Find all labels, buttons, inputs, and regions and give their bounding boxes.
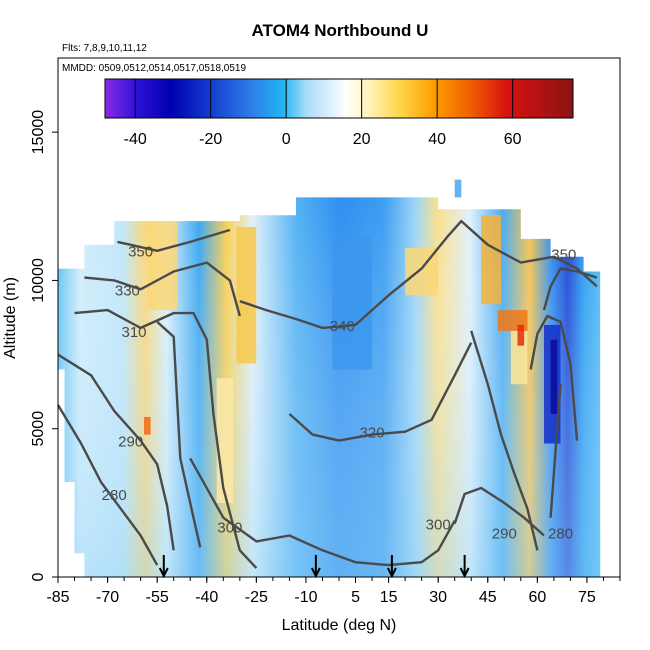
wind-patch bbox=[144, 416, 151, 435]
x-tick-label: -10 bbox=[294, 589, 317, 606]
contour-line bbox=[453, 486, 545, 537]
heatmap-field bbox=[58, 179, 601, 577]
contour-label: 350 bbox=[551, 247, 576, 264]
contour-lines bbox=[56, 219, 598, 569]
contour-labels: 350 330 310 340 320 290 280 300 300 290 280 350 bbox=[102, 244, 577, 543]
wind-patch bbox=[481, 215, 501, 305]
contour-line bbox=[288, 342, 473, 442]
colorbar bbox=[104, 78, 574, 119]
wind-patch bbox=[147, 221, 178, 311]
x-axis-label: Latitude (deg N) bbox=[282, 617, 397, 634]
x-tick-label: 60 bbox=[528, 589, 546, 606]
colorbar-tick-label: 60 bbox=[504, 131, 522, 148]
x-tick-label: -70 bbox=[96, 589, 119, 606]
x-tick-label: 30 bbox=[429, 589, 447, 606]
x-tick-label: 5 bbox=[351, 589, 360, 606]
arrow-head bbox=[310, 567, 321, 579]
wind-patch bbox=[236, 227, 257, 364]
contour-label: 290 bbox=[492, 525, 517, 542]
contour-line bbox=[56, 404, 159, 566]
contour-line bbox=[470, 330, 539, 551]
colorbar-tick-label: -40 bbox=[124, 131, 147, 148]
contour-line bbox=[189, 457, 456, 567]
x-tick-label: -25 bbox=[245, 589, 268, 606]
contour-line bbox=[156, 321, 202, 548]
wind-field-shade bbox=[58, 197, 601, 577]
contour-label: 300 bbox=[217, 520, 242, 537]
x-tick-label: -40 bbox=[195, 589, 218, 606]
wind-patch bbox=[517, 324, 525, 346]
wind-patch bbox=[454, 179, 462, 198]
contour-line bbox=[117, 228, 231, 252]
contour-line bbox=[549, 384, 562, 518]
contour-line bbox=[529, 314, 579, 441]
profile-marker-arrow bbox=[158, 555, 169, 579]
contour-label: 330 bbox=[115, 282, 140, 299]
contour-label: 340 bbox=[330, 318, 355, 335]
chart-title: ATOM4 Northbound U bbox=[252, 21, 429, 40]
contour-label: 290 bbox=[118, 434, 143, 451]
contour-label: 280 bbox=[102, 487, 127, 504]
contour-label: 320 bbox=[360, 425, 385, 442]
arrow-head bbox=[386, 567, 397, 579]
arrow-head bbox=[158, 567, 169, 579]
x-tick-label: 15 bbox=[380, 589, 398, 606]
dates-label: MMDD: 0509,0512,0514,0517,0518,0519 bbox=[62, 63, 246, 74]
arrow-head bbox=[459, 567, 470, 579]
contour-line bbox=[57, 353, 175, 551]
contour-line bbox=[239, 219, 598, 330]
colorbar-tick-label: 0 bbox=[282, 131, 291, 148]
wind-patch bbox=[332, 235, 373, 370]
profile-marker-arrow bbox=[459, 555, 470, 579]
colorbar-tick-label: -20 bbox=[199, 131, 222, 148]
contour-label: 310 bbox=[121, 324, 146, 341]
profile-marker-arrow bbox=[310, 555, 321, 579]
profile-marker-arrow bbox=[386, 555, 397, 579]
x-tick-label: -85 bbox=[46, 589, 69, 606]
y-axis-label: Altitude (m) bbox=[2, 277, 19, 359]
profile-markers bbox=[158, 555, 470, 579]
x-tick-label: -55 bbox=[146, 589, 169, 606]
y-axis: 0 5000 10000 15000 bbox=[30, 110, 58, 581]
contour-label: 350 bbox=[128, 244, 153, 261]
y-tick-label: 5000 bbox=[30, 411, 47, 447]
wind-patch bbox=[216, 378, 234, 503]
y-tick-label: 10000 bbox=[30, 258, 47, 303]
y-tick-label: 15000 bbox=[30, 110, 47, 155]
colorbar-tick-label: 40 bbox=[428, 131, 446, 148]
x-tick-label: 45 bbox=[479, 589, 497, 606]
contour-label: 280 bbox=[548, 525, 573, 542]
contour-label: 300 bbox=[426, 517, 451, 534]
contour-line bbox=[74, 308, 258, 569]
contour-line bbox=[84, 261, 241, 317]
x-axis: -85 -70 -55 -40 -25 -10 5 15 30 45 60 75 bbox=[46, 577, 621, 606]
contour-line bbox=[542, 267, 598, 311]
y-tick-label: 0 bbox=[30, 572, 47, 581]
colorbar-ticks: -40 -20 0 20 40 60 bbox=[124, 79, 522, 148]
wind-patch bbox=[550, 339, 558, 414]
flights-label: Flts: 7,8,9,10,11,12 bbox=[62, 43, 147, 54]
x-tick-label: 75 bbox=[578, 589, 596, 606]
colorbar-tick-label: 20 bbox=[353, 131, 371, 148]
